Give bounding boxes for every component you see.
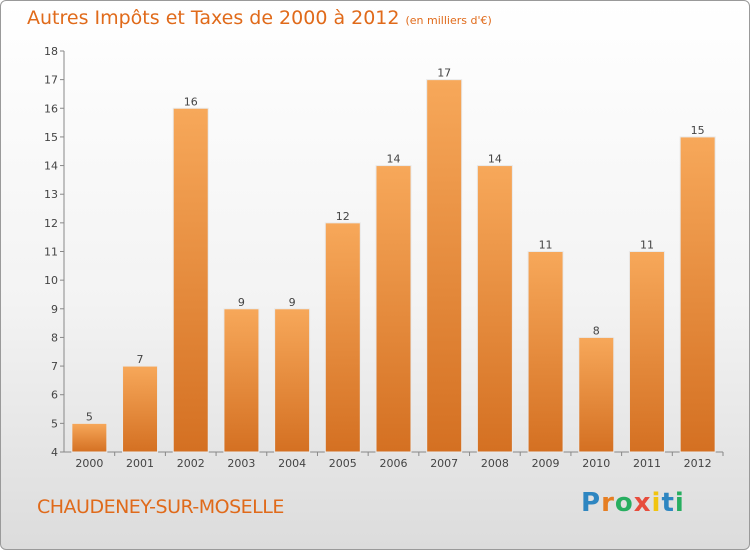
value-label-2012: 15 xyxy=(691,124,705,137)
logo-letter: P xyxy=(581,488,602,518)
y-tick-label-4: 4 xyxy=(51,446,58,459)
logo-letter: r xyxy=(601,488,615,518)
place-name: CHAUDENEY-SUR-MOSELLE xyxy=(37,496,284,518)
x-tick-label-2009: 2009 xyxy=(532,457,560,470)
x-tick-label-2006: 2006 xyxy=(380,457,408,470)
logo-letter: x xyxy=(633,488,652,518)
y-tick-label-11: 11 xyxy=(44,246,58,259)
value-label-2006: 14 xyxy=(387,153,401,166)
value-label-2010: 8 xyxy=(593,324,600,337)
y-tick-label-13: 13 xyxy=(44,188,58,201)
x-tick-label-2002: 2002 xyxy=(177,457,205,470)
y-tick-label-10: 10 xyxy=(44,274,58,287)
x-tick-label-2005: 2005 xyxy=(329,457,357,470)
y-tick-label-8: 8 xyxy=(51,331,58,344)
x-tick-label-2011: 2011 xyxy=(633,457,661,470)
value-label-2008: 14 xyxy=(488,153,502,166)
y-tick-label-5: 5 xyxy=(51,417,58,430)
x-tick-label-2004: 2004 xyxy=(278,457,306,470)
bar-2003 xyxy=(223,308,260,453)
y-tick-label-14: 14 xyxy=(44,160,58,173)
bar-2007 xyxy=(426,79,463,453)
x-tick-label-2007: 2007 xyxy=(430,457,458,470)
value-label-2004: 9 xyxy=(289,296,296,309)
value-label-2003: 9 xyxy=(238,296,245,309)
y-tick-label-16: 16 xyxy=(44,102,58,115)
x-tick-label-2003: 2003 xyxy=(227,457,255,470)
x-tick-label-2008: 2008 xyxy=(481,457,509,470)
y-tick-label-9: 9 xyxy=(51,303,58,316)
x-tick-label-2001: 2001 xyxy=(126,457,154,470)
y-tick-label-6: 6 xyxy=(51,389,58,402)
bars xyxy=(71,79,716,453)
bar-2009 xyxy=(527,251,564,453)
chart-subtitle: (en milliers d'€) xyxy=(405,14,492,27)
logo-letter: i xyxy=(651,488,662,518)
logo-letter: o xyxy=(614,488,634,518)
value-label-2009: 11 xyxy=(539,239,553,252)
logo-letter: i xyxy=(674,488,685,518)
chart-title-text: Autres Impôts et Taxes de 2000 à 2012 xyxy=(27,7,400,29)
y-tick-label-12: 12 xyxy=(44,217,58,230)
y-tick-label-17: 17 xyxy=(44,74,58,87)
bar-2008 xyxy=(476,165,513,453)
proxiti-logo: Proxiti xyxy=(581,488,685,518)
bar-2010 xyxy=(578,336,615,453)
bar-2011 xyxy=(628,251,665,453)
x-tick-label-2012: 2012 xyxy=(684,457,712,470)
x-tick-label-2000: 2000 xyxy=(75,457,103,470)
value-label-2002: 16 xyxy=(184,95,198,108)
value-label-2005: 12 xyxy=(336,210,350,223)
bar-2002 xyxy=(172,107,209,453)
value-label-2011: 11 xyxy=(640,239,654,252)
y-tick-label-18: 18 xyxy=(44,45,58,58)
bar-2004 xyxy=(274,308,311,453)
bar-2000 xyxy=(71,422,108,453)
bar-2012 xyxy=(679,136,716,453)
labels: 5 2000 7 2001 16 2002 9 2003 9 2004 12 2005 14 2006 17… xyxy=(75,67,711,470)
x-tick-label-2010: 2010 xyxy=(582,457,610,470)
value-label-2007: 17 xyxy=(437,67,451,80)
chart-title: Autres Impôts et Taxes de 2000 à 2012 (en… xyxy=(27,7,492,29)
y-tick-label-15: 15 xyxy=(44,131,58,144)
logo-letter: t xyxy=(661,488,675,518)
bar-2005 xyxy=(324,222,361,453)
value-label-2001: 7 xyxy=(137,353,144,366)
y-tick-label-7: 7 xyxy=(51,360,58,373)
bar-2001 xyxy=(122,365,159,453)
bar-2006 xyxy=(375,165,412,453)
value-label-2000: 5 xyxy=(86,410,93,423)
